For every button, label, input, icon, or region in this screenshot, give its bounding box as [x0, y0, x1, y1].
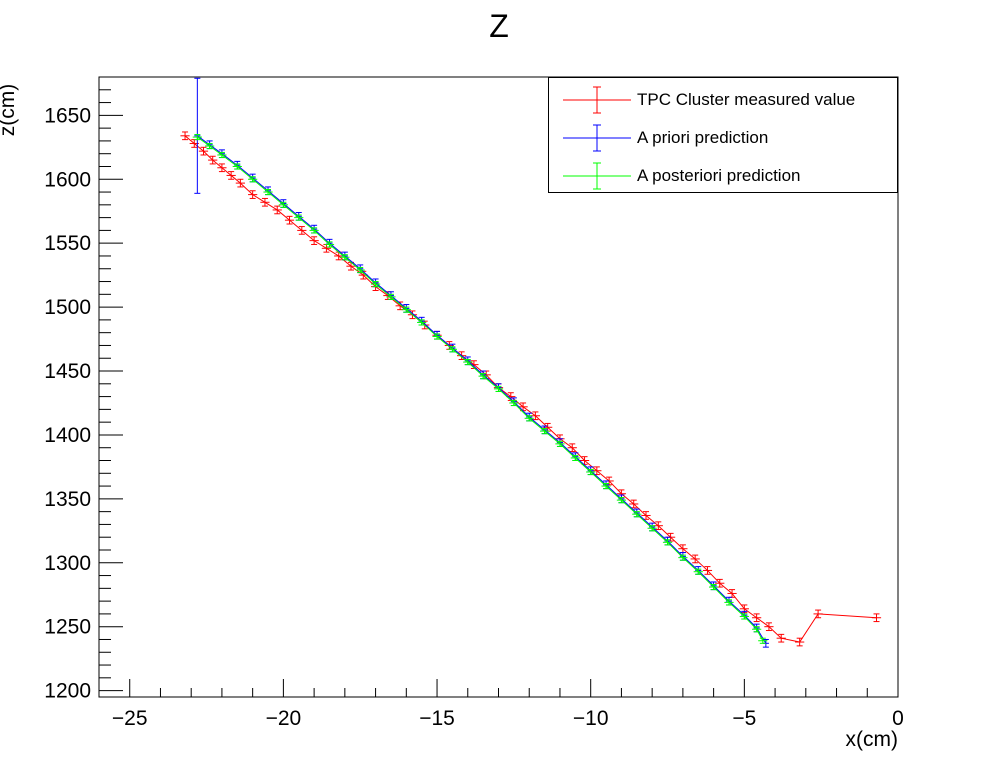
data-point [370, 281, 381, 288]
y-tick-label: 1600 [44, 168, 91, 191]
data-point [309, 227, 319, 234]
data-point [678, 554, 688, 561]
series-layer [180, 77, 882, 648]
data-point [509, 399, 519, 407]
data-point [752, 613, 762, 623]
data-point [198, 146, 209, 156]
y-tick-label: 1250 [44, 616, 91, 639]
data-point [386, 293, 396, 300]
data-point [570, 454, 580, 462]
series-line [197, 135, 767, 644]
y-tick-label: 1650 [44, 104, 91, 127]
legend-entry-measured: TPC Cluster measured value [549, 85, 897, 115]
data-point [447, 346, 458, 353]
data-point [690, 554, 700, 564]
data-point [180, 131, 190, 141]
data-point [539, 428, 550, 435]
data-point [340, 254, 350, 261]
data-point [795, 637, 805, 647]
legend-symbol-red [563, 86, 631, 114]
data-point [208, 155, 218, 165]
y-tick-label: 1550 [44, 232, 91, 255]
y-tick-label: 1300 [44, 552, 91, 575]
data-point [401, 306, 411, 313]
data-point [647, 525, 657, 532]
x-tick-label: 0 [892, 707, 904, 730]
data-point [463, 359, 473, 366]
axis-ticks: −25 −20 −15 −10 −5 0 1200 1250 1300 1350 1400 1450 1… [44, 89, 904, 730]
data-point [662, 539, 673, 546]
y-tick-label: 1200 [44, 680, 91, 703]
y-tick-label: 1350 [44, 488, 91, 511]
legend-symbol-blue [563, 124, 631, 152]
data-point [324, 241, 335, 248]
data-point [217, 151, 227, 159]
data-point [284, 215, 295, 225]
data-point [417, 319, 427, 326]
x-tick-label: −25 [112, 707, 148, 730]
data-point [586, 468, 596, 476]
y-tick-label: 1450 [44, 360, 91, 383]
data-point [764, 622, 774, 632]
x-tick-label: −10 [573, 707, 609, 730]
data-point [355, 266, 365, 274]
x-tick-label: −5 [732, 707, 756, 730]
data-point [297, 226, 307, 235]
y-tick-label: 1500 [44, 296, 91, 319]
data-point [217, 163, 227, 173]
data-point [555, 440, 565, 447]
legend: TPC Cluster measured value A priori pred… [548, 77, 898, 193]
data-point [813, 609, 823, 619]
data-point [709, 584, 719, 591]
data-point [530, 411, 540, 421]
legend-symbol-green [563, 162, 631, 190]
data-point [632, 511, 642, 518]
data-point [871, 613, 882, 623]
data-point [205, 142, 215, 150]
x-tick-label: −20 [266, 707, 302, 730]
data-point [226, 171, 236, 180]
data-point [724, 599, 734, 606]
legend-label-measured: TPC Cluster measured value [637, 90, 856, 109]
legend-entry-apriori: A priori prediction [549, 123, 897, 153]
data-point [192, 134, 202, 141]
data-point [232, 163, 242, 170]
y-tick-label: 1400 [44, 424, 91, 447]
legend-label-aposteriori: A posteriori prediction [637, 166, 801, 185]
legend-label-apriori: A priori prediction [637, 128, 769, 147]
data-point [294, 214, 304, 221]
data-point [260, 197, 270, 207]
data-point [432, 333, 442, 340]
data-point [693, 568, 703, 575]
data-point [263, 188, 273, 196]
chart-title: Z [489, 8, 509, 44]
data-point [616, 497, 627, 504]
data-point [752, 626, 762, 633]
series-2 [192, 134, 768, 644]
legend-entry-aposteriori: A posteriori prediction [549, 161, 897, 191]
data-point [601, 483, 611, 490]
data-point [524, 415, 534, 422]
data-point [248, 190, 258, 199]
data-point [493, 385, 504, 392]
x-axis-title: x(cm) [845, 728, 898, 751]
data-point [478, 373, 488, 380]
y-axis-title: z(cm) [0, 83, 20, 137]
x-tick-label: −15 [419, 707, 455, 730]
data-point [309, 236, 319, 245]
series-line [184, 135, 877, 643]
data-point [702, 566, 713, 575]
data-point [272, 205, 282, 215]
data-point [739, 613, 749, 620]
series-0 [180, 131, 882, 647]
series-line [197, 136, 764, 641]
data-point [653, 521, 663, 531]
data-point [776, 633, 786, 643]
data-point [278, 201, 288, 208]
data-point [248, 176, 258, 183]
data-point [758, 637, 768, 644]
data-point [235, 178, 245, 188]
